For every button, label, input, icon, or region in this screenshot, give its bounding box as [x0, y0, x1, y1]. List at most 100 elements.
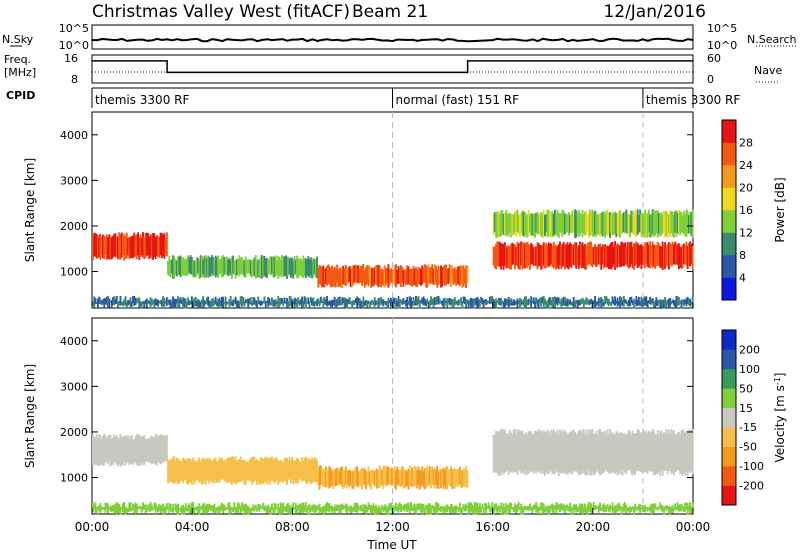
data-cell	[421, 265, 424, 285]
data-cell	[95, 234, 98, 259]
data-cell	[293, 506, 296, 510]
data-cell	[554, 209, 556, 235]
data-cell	[472, 505, 475, 515]
data-cell	[217, 460, 220, 481]
data-cell	[433, 264, 436, 285]
data-cell	[684, 214, 687, 237]
data-cell	[376, 301, 379, 304]
data-cell	[421, 466, 424, 486]
data-cell	[642, 429, 645, 473]
data-cell	[466, 470, 469, 488]
data-cell	[129, 435, 132, 463]
data-cell	[143, 504, 146, 510]
data-cell	[276, 458, 278, 480]
data-cell	[291, 457, 293, 480]
data-cell	[113, 296, 116, 306]
data-cell	[363, 269, 366, 288]
data-cell	[352, 507, 355, 512]
data-cell	[383, 301, 386, 304]
data-cell	[163, 297, 166, 307]
data-cell	[375, 265, 377, 284]
data-cell	[158, 435, 161, 463]
data-cell	[418, 300, 421, 309]
data-cell	[257, 259, 260, 277]
data-cell	[254, 504, 257, 510]
data-cell	[236, 461, 238, 484]
data-cell	[615, 505, 618, 513]
data-cell	[269, 457, 272, 482]
data-cell	[651, 298, 654, 304]
data-cell	[204, 460, 207, 485]
data-cell	[617, 502, 620, 512]
data-cell	[505, 298, 508, 306]
data-cell	[291, 257, 293, 277]
data-cell	[342, 265, 345, 285]
data-cell	[236, 259, 238, 276]
data-cell	[416, 503, 419, 511]
data-cell	[547, 431, 550, 474]
data-cell	[266, 300, 268, 303]
data-cell	[234, 260, 237, 279]
data-cell	[138, 506, 141, 509]
data-cell	[234, 296, 237, 305]
data-cell	[168, 299, 171, 306]
data-cell	[492, 213, 495, 235]
data-cell	[297, 504, 300, 511]
data-cell	[311, 260, 313, 279]
data-band-0	[92, 433, 168, 467]
data-cell	[609, 212, 611, 238]
data-cell	[226, 256, 228, 275]
data-cell	[263, 256, 266, 276]
data-cell	[251, 259, 253, 278]
data-cell	[617, 212, 620, 237]
data-cell	[600, 213, 603, 234]
data-cell	[660, 300, 663, 308]
data-cell	[155, 235, 158, 257]
data-cell	[382, 507, 385, 513]
data-cell	[629, 242, 631, 268]
data-cell	[630, 434, 633, 474]
data-cell	[356, 466, 359, 487]
data-cell	[657, 434, 660, 472]
data-cell	[607, 246, 610, 270]
data-cell	[123, 501, 126, 514]
data-cell	[184, 258, 187, 276]
data-cell	[452, 268, 455, 286]
data-cell	[656, 300, 659, 307]
data-cell	[93, 437, 96, 465]
data-cell	[357, 265, 360, 284]
data-cell	[323, 470, 326, 487]
data-cell	[575, 504, 578, 513]
data-cell	[465, 466, 467, 487]
data-cell	[492, 246, 495, 266]
data-cell	[407, 468, 410, 490]
data-cell	[669, 210, 672, 237]
data-cell	[237, 459, 240, 482]
data-cell	[92, 300, 94, 307]
data-cell	[651, 241, 654, 269]
data-cell	[503, 507, 506, 515]
data-cell	[542, 430, 545, 473]
data-cell	[584, 211, 586, 236]
data-cell	[427, 301, 430, 308]
data-cell	[463, 296, 466, 305]
data-cell	[531, 213, 534, 236]
data-cell	[485, 299, 488, 306]
data-cell	[202, 457, 205, 484]
data-cell	[591, 429, 594, 473]
data-cell	[202, 296, 205, 308]
data-cell	[420, 504, 422, 513]
data-cell	[317, 267, 320, 288]
data-cell	[610, 215, 613, 233]
data-cell	[147, 507, 149, 510]
data-cell	[458, 502, 461, 511]
data-cell	[552, 504, 555, 514]
data-cell	[143, 301, 146, 308]
data-cell	[343, 506, 346, 510]
data-cell	[517, 300, 520, 304]
data-cell	[341, 297, 344, 306]
data-cell	[668, 298, 670, 308]
data-cell	[144, 299, 147, 305]
data-cell	[495, 212, 498, 238]
